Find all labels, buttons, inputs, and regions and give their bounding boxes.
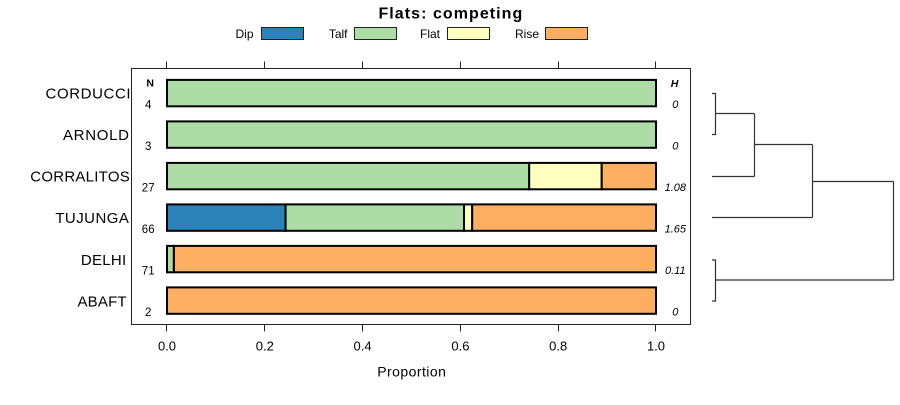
svg-text:H: H <box>671 78 679 90</box>
svg-text:1.08: 1.08 <box>665 182 687 194</box>
svg-text:0.11: 0.11 <box>665 265 686 277</box>
svg-text:71: 71 <box>142 265 155 277</box>
svg-text:4: 4 <box>145 99 152 111</box>
svg-text:0: 0 <box>672 141 679 153</box>
svg-text:CORRALITOS: CORRALITOS <box>30 169 130 186</box>
svg-text:N: N <box>146 77 154 89</box>
svg-text:0: 0 <box>672 307 679 319</box>
svg-text:0.0: 0.0 <box>158 339 176 354</box>
svg-text:0.2: 0.2 <box>256 339 274 354</box>
svg-text:ABAFT: ABAFT <box>77 293 126 310</box>
svg-text:0.6: 0.6 <box>451 339 469 354</box>
svg-text:66: 66 <box>142 224 155 236</box>
svg-text:3: 3 <box>145 141 151 153</box>
svg-text:0: 0 <box>672 99 679 111</box>
svg-text:1.0: 1.0 <box>647 339 665 354</box>
svg-text:CORDUCCI: CORDUCCI <box>46 86 132 103</box>
svg-text:Flats: competing: Flats: competing <box>378 6 523 23</box>
svg-text:Dip: Dip <box>235 27 253 41</box>
svg-text:Rise: Rise <box>515 27 539 41</box>
svg-text:2: 2 <box>145 307 151 319</box>
svg-text:Flat: Flat <box>420 27 441 41</box>
svg-text:Proportion: Proportion <box>377 363 446 379</box>
svg-text:DELHI: DELHI <box>81 252 127 269</box>
svg-text:Talf: Talf <box>329 27 348 41</box>
svg-text:27: 27 <box>142 182 155 194</box>
svg-text:0.4: 0.4 <box>354 339 372 354</box>
svg-text:0.8: 0.8 <box>549 339 567 354</box>
svg-text:1.65: 1.65 <box>665 224 687 236</box>
svg-text:ARNOLD: ARNOLD <box>63 127 130 144</box>
svg-text:TUJUNGA: TUJUNGA <box>55 210 129 227</box>
